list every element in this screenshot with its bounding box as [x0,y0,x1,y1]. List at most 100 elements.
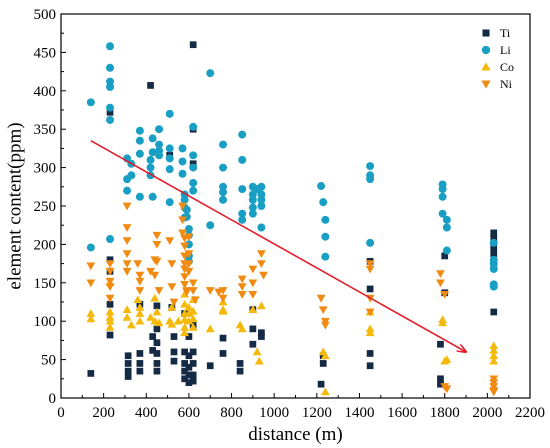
data-point-ti [490,229,498,237]
data-point-li [106,42,115,51]
data-point-li [319,198,328,207]
data-point-ti [490,244,498,252]
data-point-li [123,186,132,195]
data-point-co [135,309,145,317]
data-point-co [489,356,499,365]
data-point-li [248,209,257,218]
x-tick-label: 1000 [259,405,289,421]
data-point-co [86,314,96,323]
data-point-ni [318,306,328,315]
data-point-li [182,205,191,214]
data-point-ni [86,262,96,271]
data-point-co [135,302,145,311]
data-point-ti [490,308,498,316]
data-point-li [442,246,451,255]
data-point-li [189,178,198,187]
legend-label: Ni [500,77,513,91]
data-point-ti [153,367,161,375]
data-point-co [180,328,190,337]
data-point-ti [106,331,114,339]
data-point-li [146,163,155,172]
data-point-li [219,188,228,197]
y-tick-label: 350 [34,122,57,138]
data-point-ni [122,260,132,269]
data-point-ni [180,265,190,274]
data-point-co [252,347,262,356]
legend-marker-ti [482,29,490,37]
data-point-ni [122,250,132,259]
x-tick-label: 1800 [430,405,460,421]
data-point-li [135,136,144,145]
data-point-ni [150,271,160,280]
data-point-ti [366,285,374,293]
legend-label: Li [500,43,511,57]
data-point-li [106,63,115,72]
data-point-ni [105,294,115,303]
data-point-ti [153,325,161,333]
data-point-ni [248,265,258,274]
y-tick-label: 50 [41,353,56,369]
data-point-ti [106,300,114,308]
data-point-co [105,316,115,325]
data-point-ti [136,360,144,367]
data-point-co [188,314,198,323]
data-point-ti [124,367,132,375]
data-point-co [254,356,264,365]
data-points [86,41,499,397]
data-point-co [167,319,177,328]
data-point-ni [316,294,326,303]
y-tick-label: 150 [34,276,57,292]
data-point-li [184,225,193,234]
data-point-li [178,157,187,166]
data-point-li [135,126,144,135]
data-point-li [321,252,330,261]
data-point-ti [153,360,161,367]
data-point-li [165,109,174,118]
legend-label: Co [500,60,514,74]
data-point-ni [205,287,215,295]
data-point-co [180,322,190,331]
data-point-ni [365,308,375,317]
data-point-ti [437,375,444,383]
data-point-li [106,115,115,124]
data-point-co [167,302,177,311]
data-point-co [256,301,266,310]
data-point-ti [249,340,257,348]
data-point-li [438,209,447,218]
data-point-co [184,309,194,317]
data-point-ni [178,202,187,211]
data-point-ni [365,265,375,274]
data-point-li [366,238,375,247]
data-point-ti [366,362,374,370]
data-point-ti [87,370,95,377]
data-point-co [180,299,190,308]
data-point-co [489,345,499,354]
data-point-co [248,305,258,314]
data-point-li [165,198,174,207]
data-point-ti [317,380,325,388]
data-point-li [219,195,228,204]
data-point-li [127,171,136,180]
data-point-ti [185,363,193,371]
data-point-ni [152,241,162,249]
data-point-li [165,144,174,153]
data-point-ti [366,350,374,357]
y-tick-label: 0 [49,391,57,407]
data-point-ti [490,234,498,242]
data-point-co [320,351,330,360]
data-point-ni [184,267,194,276]
data-point-ti [124,352,132,360]
data-point-ni [489,388,499,397]
trend-annotation [90,140,466,352]
data-point-ti [181,348,189,356]
data-point-li [189,186,198,195]
data-point-li [489,238,498,247]
data-point-co [126,320,136,329]
data-point-ti [258,333,265,340]
data-point-li [366,162,375,171]
data-point-co [440,356,450,365]
data-point-li [206,69,215,78]
legend-marker-co [481,62,491,71]
data-point-co [188,322,198,331]
data-point-ni [178,216,187,225]
